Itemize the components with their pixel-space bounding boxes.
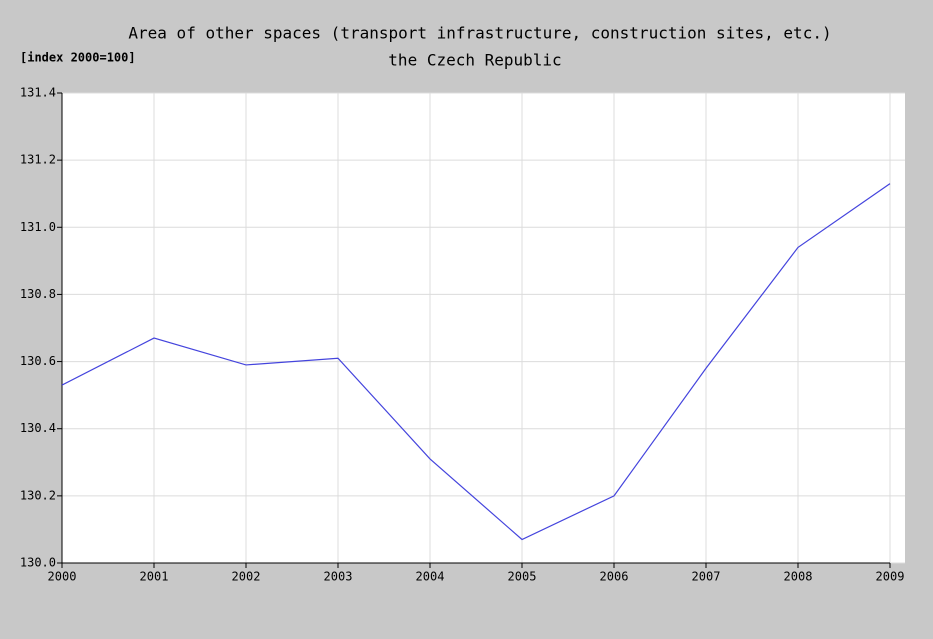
y-axis-label: [index 2000=100] [20,51,136,65]
y-tick-label: 131.2 [20,153,56,167]
x-tick-label: 2002 [232,570,261,584]
y-tick-label: 130.0 [20,556,56,570]
y-tick-label: 130.8 [20,287,56,301]
x-tick-label: 2008 [784,570,813,584]
x-tick-label: 2001 [140,570,169,584]
y-tick-label: 130.6 [20,354,56,368]
x-tick-label: 2003 [324,570,353,584]
y-tick-label: 130.4 [20,421,56,435]
x-tick-label: 2006 [600,570,629,584]
plot-area [62,93,905,563]
x-tick-label: 2009 [876,570,905,584]
y-tick-label: 131.0 [20,220,56,234]
x-tick-label: 2000 [48,570,77,584]
y-tick-label: 130.2 [20,488,56,502]
x-tick-label: 2005 [508,570,537,584]
data-line [61,183,891,541]
x-tick-label: 2004 [416,570,445,584]
chart-title: Area of other spaces (transport infrastr… [128,24,831,43]
x-tick-label: 2007 [692,570,721,584]
chart-subtitle: the Czech Republic [388,51,561,70]
y-tick-label: 131.4 [20,86,56,100]
